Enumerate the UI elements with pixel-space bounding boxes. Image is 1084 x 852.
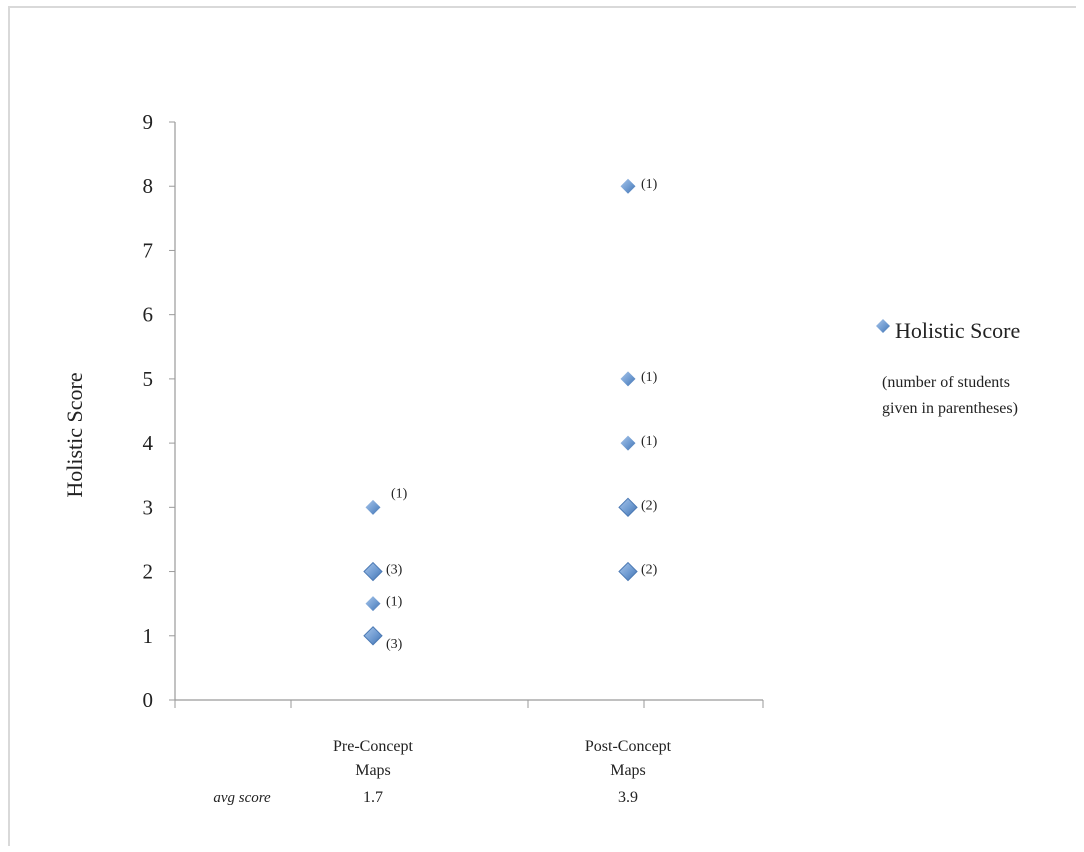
y-axis-title: Holistic Score [62,372,87,497]
y-tick-label: 1 [143,624,154,648]
x-category-label: Pre-Concept [333,738,414,755]
y-tick-label: 9 [143,110,154,134]
y-tick-label: 6 [143,303,154,327]
data-point [365,499,381,515]
y-tick-label: 2 [143,560,154,584]
data-point-count-label: (3) [386,563,403,578]
x-category-label: Maps [610,762,646,779]
legend-marker [876,319,890,333]
data-point [618,497,638,518]
y-tick-label: 7 [143,238,154,262]
avg-score-value: 3.9 [618,789,638,806]
data-point-count-label: (1) [641,370,658,385]
data-point-count-label: (1) [386,595,403,610]
data-point [618,561,638,582]
legend-entry: Holistic Score [895,318,1020,343]
x-category-label: Post-Concept [585,738,672,755]
x-category-label: Maps [355,762,391,779]
data-point [620,435,636,451]
data-point [365,596,381,612]
data-point [620,178,636,194]
x-category-labels: Pre-Concept Maps 1.7 Post-Concept Maps 3.9 [333,738,672,806]
legend-note-line-2: given in parentheses) [882,400,1018,417]
data-point-count-label: (2) [641,563,658,578]
data-point-count-label: (1) [641,434,658,449]
avg-score-label: avg score [213,790,271,806]
axes [169,121,764,708]
y-tick-label: 4 [143,431,154,455]
data-point [363,626,383,646]
data-point-count-label: (1) [391,486,408,501]
y-tick-label: 3 [143,495,154,519]
data-point [620,371,636,387]
data-point-count-label: (3) [386,637,403,652]
legend-note-line-1: (number of students [882,374,1010,391]
avg-score-value: 1.7 [363,789,383,806]
data-point-count-label: (2) [641,498,658,513]
data-point [363,561,383,582]
data-point-count-label: (1) [641,177,658,192]
legend: Holistic Score (number of students given… [876,318,1020,417]
y-tick-label: 8 [143,174,154,198]
y-tick-labels: 0 1 2 3 4 5 6 7 8 9 [143,110,154,712]
y-tick-label: 0 [143,688,154,712]
y-tick-label: 5 [143,367,154,391]
chart-frame [8,6,1076,846]
data-points: (1) (3) (1) (3) (1) (1) (1) (2) (2) [363,177,658,652]
